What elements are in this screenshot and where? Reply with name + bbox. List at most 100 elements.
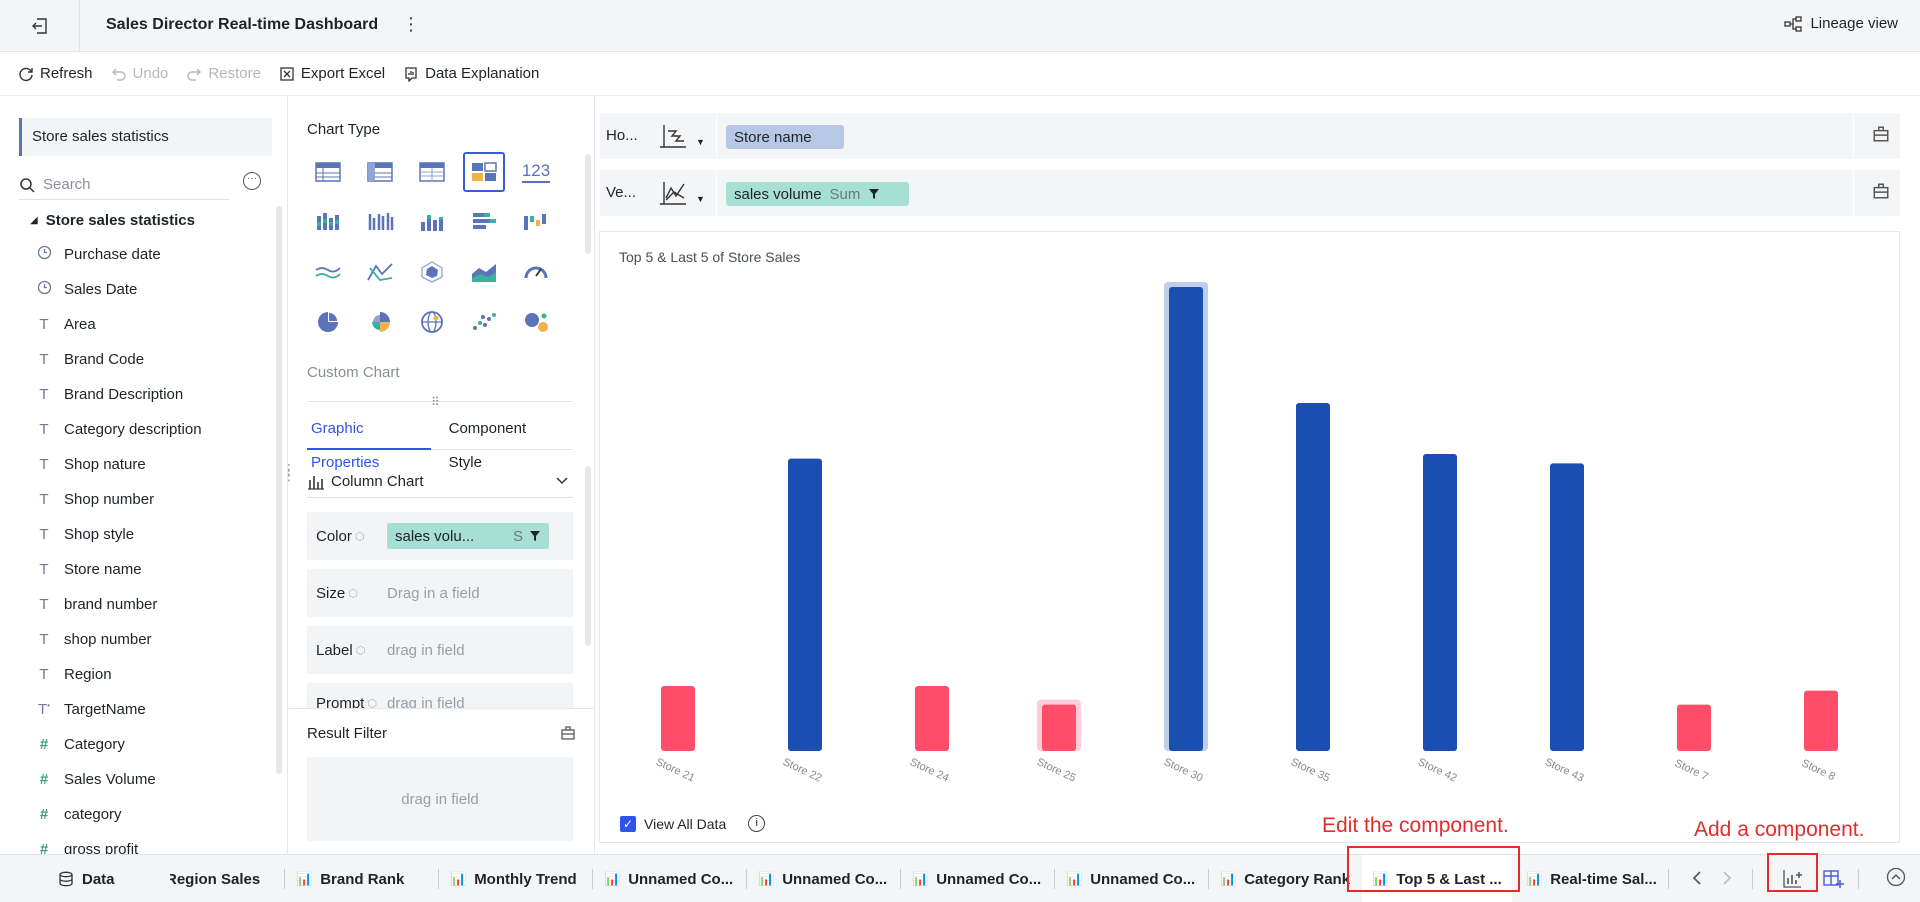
- bar[interactable]: [1169, 287, 1203, 751]
- settings-hex-icon[interactable]: ⬡: [367, 698, 377, 708]
- shelf-settings-icon[interactable]: [1872, 125, 1890, 147]
- panel-resize-handle[interactable]: ⋮ ⋮: [282, 461, 296, 483]
- chart-type-detail-table[interactable]: [411, 152, 453, 192]
- chart-type-multi-column[interactable]: [359, 202, 401, 242]
- field-item[interactable]: T Region: [36, 657, 276, 692]
- horizontal-axis-type-icon[interactable]: [658, 123, 688, 153]
- collapse-up-button[interactable]: [1886, 867, 1906, 891]
- chart-type-column[interactable]: [411, 202, 453, 242]
- chart-type-radar-line[interactable]: [359, 252, 401, 292]
- tab-monthly-trend[interactable]: 📊 Monthly Trend: [450, 855, 590, 902]
- refresh-button[interactable]: Refresh: [18, 65, 93, 82]
- title-more-button[interactable]: ⋮: [402, 14, 420, 34]
- filter-settings-icon[interactable]: [560, 725, 576, 745]
- field-item[interactable]: T• TargetName: [36, 692, 276, 727]
- shelf-settings-icon[interactable]: [1872, 182, 1890, 204]
- bar[interactable]: [1423, 454, 1457, 751]
- result-filter-drop-zone[interactable]: drag in field: [307, 757, 573, 841]
- chart-type-kpi[interactable]: 123: [515, 152, 557, 192]
- chart-type-bar[interactable]: [463, 202, 505, 242]
- filter-icon[interactable]: [529, 530, 541, 542]
- field-item[interactable]: # gross profit: [36, 832, 276, 854]
- lineage-view-button[interactable]: Lineage view: [1784, 15, 1898, 32]
- chart-type-stacked-column[interactable]: [307, 202, 349, 242]
- restore-button[interactable]: Restore: [186, 65, 261, 82]
- field-item[interactable]: # category: [36, 797, 276, 832]
- field-item[interactable]: T Brand Code: [36, 342, 276, 377]
- chart-type-map[interactable]: [411, 302, 453, 342]
- chart-type-pivot[interactable]: [359, 152, 401, 192]
- chart-type-line[interactable]: [307, 252, 349, 292]
- scrollbar[interactable]: [276, 206, 282, 774]
- tab-component-style[interactable]: Component Style: [448, 420, 527, 471]
- column-chart[interactable]: Store 21 Store 22 Store 24 Store 25 Store 30…: [600, 232, 1899, 812]
- field-item[interactable]: T Store name: [36, 552, 276, 587]
- chart-type-area[interactable]: [463, 252, 505, 292]
- drag-handle-icon[interactable]: ⠿: [431, 395, 440, 409]
- chart-panel[interactable]: Top 5 & Last 5 of Store Sales Store 21 St…: [599, 231, 1900, 843]
- chart-type-scrollbar[interactable]: [585, 154, 591, 254]
- tree-root[interactable]: ◢ Store sales statistics: [30, 212, 195, 229]
- chevron-left-icon[interactable]: [1690, 869, 1704, 891]
- tab-unnamed-1[interactable]: 📊 Unnamed Co...: [604, 855, 744, 902]
- vertical-field-pill[interactable]: sales volume Sum: [726, 182, 909, 206]
- settings-hex-icon[interactable]: ⬡: [355, 644, 366, 657]
- undo-button[interactable]: Undo: [111, 65, 168, 82]
- color-field-pill[interactable]: sales volu... S: [387, 523, 549, 549]
- chart-type-waterfall[interactable]: [515, 202, 557, 242]
- bar[interactable]: [1296, 403, 1330, 751]
- tab-region-sales[interactable]: Region Sales: [170, 855, 278, 902]
- tab-unnamed-4[interactable]: 📊 Unnamed Co...: [1066, 855, 1206, 902]
- prompt-drop-zone[interactable]: drag in field: [387, 695, 465, 708]
- chart-type-pie[interactable]: [307, 302, 349, 342]
- bar[interactable]: [788, 458, 822, 751]
- bar[interactable]: [661, 686, 695, 751]
- data-explanation-button[interactable]: Data Explanation: [403, 65, 539, 82]
- chart-type-custom[interactable]: [463, 152, 505, 192]
- tab-category-rank[interactable]: 📊 Category Rank: [1220, 855, 1350, 902]
- chart-type-radar[interactable]: [411, 252, 453, 292]
- tab-graphic-properties[interactable]: Graphic Properties: [307, 412, 431, 471]
- dataset-selector[interactable]: Store sales statistics: [19, 118, 272, 156]
- tab-unnamed-2[interactable]: 📊 Unnamed Co...: [758, 855, 898, 902]
- checkbox-checked-icon[interactable]: ✓: [620, 815, 636, 832]
- field-item[interactable]: Purchase date: [36, 237, 276, 272]
- add-component-button[interactable]: [1782, 868, 1804, 894]
- bar[interactable]: [1677, 704, 1711, 751]
- chart-type-bubble[interactable]: [515, 302, 557, 342]
- tab-brand-rank[interactable]: 📊 Brand Rank: [296, 855, 414, 902]
- field-item[interactable]: T Shop number: [36, 482, 276, 517]
- caret-down-icon[interactable]: ▼: [696, 194, 705, 204]
- tab-top5-last5[interactable]: 📊 Top 5 & Last ...: [1362, 855, 1512, 902]
- tab-unnamed-3[interactable]: 📊 Unnamed Co...: [912, 855, 1052, 902]
- bar[interactable]: [915, 686, 949, 751]
- bar[interactable]: [1550, 463, 1584, 751]
- tab-data[interactable]: Data: [58, 855, 158, 902]
- horizontal-field-pill[interactable]: Store name: [726, 125, 844, 149]
- chart-type-table[interactable]: [307, 152, 349, 192]
- field-item[interactable]: # Category: [36, 727, 276, 762]
- field-item[interactable]: T Category description: [36, 412, 276, 447]
- field-item[interactable]: Sales Date: [36, 272, 276, 307]
- vertical-axis-type-icon[interactable]: [658, 180, 688, 210]
- info-icon[interactable]: i: [748, 815, 766, 832]
- size-drop-zone[interactable]: Drag in a field: [387, 584, 480, 602]
- caret-down-icon[interactable]: ▼: [696, 137, 705, 147]
- settings-hex-icon[interactable]: ⬡: [348, 587, 358, 600]
- field-item[interactable]: T Shop nature: [36, 447, 276, 482]
- view-all-data[interactable]: ✓ View All Data i: [620, 815, 766, 832]
- more-options-icon[interactable]: ···: [243, 172, 261, 190]
- search-input[interactable]: [43, 176, 213, 193]
- settings-hex-icon[interactable]: ⬡: [354, 530, 365, 543]
- chevron-right-icon[interactable]: [1720, 869, 1734, 891]
- properties-scrollbar[interactable]: [585, 466, 591, 646]
- tab-realtime-sales[interactable]: 📊 Real-time Sal...: [1526, 855, 1666, 902]
- add-layout-button[interactable]: [1822, 868, 1844, 894]
- bar[interactable]: [1804, 690, 1838, 751]
- filter-icon[interactable]: [868, 188, 880, 200]
- chart-type-rose[interactable]: [359, 302, 401, 342]
- field-item[interactable]: T Brand Description: [36, 377, 276, 412]
- chart-kind-select[interactable]: Column Chart: [307, 466, 573, 498]
- export-excel-button[interactable]: Export Excel: [279, 65, 385, 82]
